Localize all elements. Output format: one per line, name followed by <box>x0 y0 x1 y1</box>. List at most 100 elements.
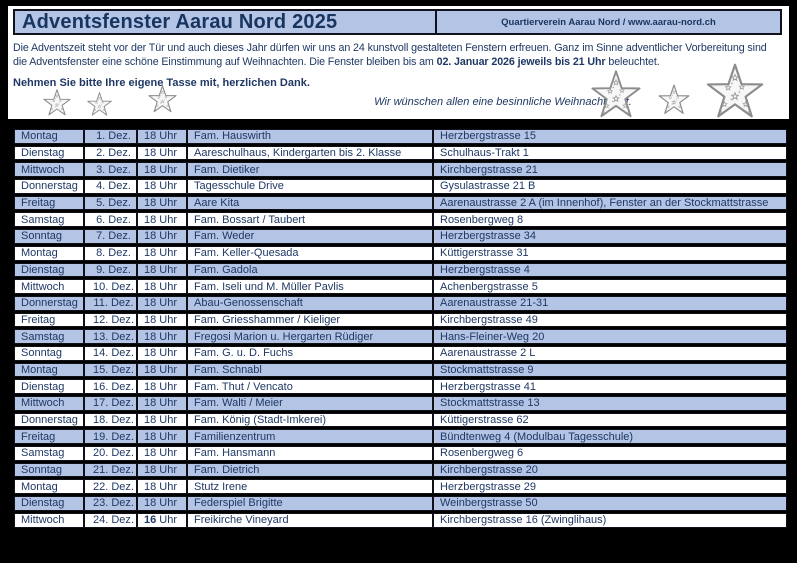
table-row: Donnerstag 4. Dez. 18 Uhr Tagesschule Drive… <box>14 179 787 194</box>
star-icon <box>86 91 113 118</box>
cell-host: Fregosi Marion u. Hergarten Rüdiger <box>187 329 433 344</box>
cell-address: Achenbergstrasse 5 <box>433 279 787 294</box>
cell-host: Fam. Gadola <box>187 262 433 278</box>
cell-host: Abau-Genossenschaft <box>187 295 433 311</box>
cell-address: Herzbergstrasse 41 <box>433 379 787 394</box>
cell-time: 18 Uhr <box>137 162 187 178</box>
table-row: Samstag 13. Dez. 18 Uhr Fregosi Marion u. H… <box>14 329 787 344</box>
table-row: Sonntag 7. Dez. 18 Uhr Fam. Weder Herzbergst… <box>14 229 787 244</box>
cell-address: Aarenaustrasse 2 A (im Innenhof), Fenste… <box>433 195 787 211</box>
cell-day: Samstag <box>14 329 84 344</box>
cell-time: 18 Uhr <box>137 362 187 378</box>
cell-host: Tagesschule Drive <box>187 179 433 194</box>
cell-host: Familienzentrum <box>187 429 433 445</box>
cell-date: 18. Dez. <box>84 412 137 428</box>
table-row: Donnerstag 18. Dez. 18 Uhr Fam. König (Stad… <box>14 412 787 428</box>
cell-day: Montag <box>14 129 84 144</box>
cell-host: Fam. Hansmann <box>187 446 433 461</box>
cell-time: 18 Uhr <box>137 279 187 294</box>
table-row: Freitag 12. Dez. 18 Uhr Fam. Griesshammer /… <box>14 312 787 328</box>
table-row: Samstag 20. Dez. 18 Uhr Fam. Hansmann Rosenb… <box>14 446 787 461</box>
cell-date: 16. Dez. <box>84 379 137 394</box>
cell-address: Herzbergstrasse 34 <box>433 229 787 244</box>
cell-address: Kirchbergstrasse 21 <box>433 162 787 178</box>
cell-date: 2. Dez. <box>84 145 137 161</box>
table-row: Montag 8. Dez. 18 Uhr Fam. Keller-Quesada Kü… <box>14 245 787 261</box>
intro-text-end: beleuchtet. <box>605 55 660 68</box>
cell-date: 5. Dez. <box>84 195 137 211</box>
cell-address: Stockmattstrasse 9 <box>433 362 787 378</box>
cell-day: Freitag <box>14 312 84 328</box>
cell-date: 4. Dez. <box>84 179 137 194</box>
cell-day: Donnerstag <box>14 412 84 428</box>
cell-time: 18 Uhr <box>137 195 187 211</box>
star-icon <box>147 84 178 115</box>
cell-address: Stockmattstrasse 13 <box>433 396 787 411</box>
star-icon <box>704 61 766 123</box>
cell-day: Montag <box>14 362 84 378</box>
intro-paragraph: Die Adventszeit steht vor der Tür und au… <box>13 42 783 69</box>
page-title: Adventsfenster Aarau Nord 2025 <box>22 10 338 33</box>
cell-address: Kirchbergstrasse 49 <box>433 312 787 328</box>
cell-date: 19. Dez. <box>84 429 137 445</box>
intro-bold-text: 02. Januar 2026 jeweils bis 21 Uhr <box>436 55 606 68</box>
cell-day: Samstag <box>14 212 84 228</box>
cell-date: 1. Dez. <box>84 129 137 144</box>
cell-date: 12. Dez. <box>84 312 137 328</box>
cell-day: Dienstag <box>14 262 84 278</box>
advent-calendar-table: Montag 1. Dez. 18 Uhr Fam. Hauswirth Herzber… <box>14 127 787 530</box>
cell-address: Kirchbergstrasse 16 (Zwinglihaus) <box>433 512 787 528</box>
cell-day: Sonntag <box>14 229 84 244</box>
cell-host: Freikirche Vineyard <box>187 512 433 528</box>
cell-day: Sonntag <box>14 345 84 361</box>
cell-day: Mittwoch <box>14 396 84 411</box>
cell-address: Herzbergstrasse 29 <box>433 479 787 495</box>
table-row: Montag 1. Dez. 18 Uhr Fam. Hauswirth Herzber… <box>14 129 787 144</box>
cell-date: 20. Dez. <box>84 446 137 461</box>
cell-time: 18 Uhr <box>137 312 187 328</box>
cell-host: Fam. Dietiker <box>187 162 433 178</box>
cell-date: 14. Dez. <box>84 345 137 361</box>
table-row: Montag 15. Dez. 18 Uhr Fam. Schnabl Stockmat… <box>14 362 787 378</box>
cell-time: 18 Uhr <box>137 379 187 394</box>
cell-time: 18 Uhr <box>137 295 187 311</box>
cell-time: 18 Uhr <box>137 229 187 244</box>
table-row: Dienstag 2. Dez. 18 Uhr Aareschulhaus, Kind… <box>14 145 787 161</box>
cell-time: 16 Uhr <box>137 512 187 528</box>
cell-day: Dienstag <box>14 496 84 511</box>
table-row: Mittwoch 10. Dez. 18 Uhr Fam. Iseli und M. … <box>14 279 787 294</box>
cell-address: Aarenaustrasse 21-31 <box>433 295 787 311</box>
cell-date: 9. Dez. <box>84 262 137 278</box>
cell-address: Herzbergstrasse 15 <box>433 129 787 144</box>
table-row: Montag 22. Dez. 18 Uhr Stutz Irene Herzbergs… <box>14 479 787 495</box>
cell-host: Fam. Thut / Vencato <box>187 379 433 394</box>
intro-text: Die Adventszeit steht vor der Tür und au… <box>13 42 767 68</box>
association-and-url-label: Quartierverein Aarau Nord / www.aarau-no… <box>501 16 716 28</box>
table-row: Freitag 5. Dez. 18 Uhr Aare Kita Aarenaustra… <box>14 195 787 211</box>
table-row: Samstag 6. Dez. 18 Uhr Fam. Bossart / Taube… <box>14 212 787 228</box>
cell-host: Fam. Walti / Meier <box>187 396 433 411</box>
cell-time: 18 Uhr <box>137 462 187 478</box>
cell-host: Aareschulhaus, Kindergarten bis 2. Klass… <box>187 145 433 161</box>
cell-date: 15. Dez. <box>84 362 137 378</box>
cell-time: 18 Uhr <box>137 496 187 511</box>
cell-day: Mittwoch <box>14 162 84 178</box>
cell-address: Rosenbergweg 6 <box>433 446 787 461</box>
cell-day: Donnerstag <box>14 179 84 194</box>
cup-note: Nehmen Sie bitte Ihre eigene Tasse mit, … <box>13 77 310 89</box>
cell-address: Bündtenweg 4 (Modulbau Tagesschule) <box>433 429 787 445</box>
cell-time: 18 Uhr <box>137 145 187 161</box>
cell-day: Dienstag <box>14 145 84 161</box>
table-row: Mittwoch 17. Dez. 18 Uhr Fam. Walti / Meier… <box>14 396 787 411</box>
cell-date: 22. Dez. <box>84 479 137 495</box>
cell-address: Schulhaus-Trakt 1 <box>433 145 787 161</box>
table-row: Mittwoch 3. Dez. 18 Uhr Fam. Dietiker Kirchb… <box>14 162 787 178</box>
cell-time: 18 Uhr <box>137 396 187 411</box>
cell-date: 24. Dez. <box>84 512 137 528</box>
cell-host: Fam. Weder <box>187 229 433 244</box>
cell-time: 18 Uhr <box>137 345 187 361</box>
cell-date: 8. Dez. <box>84 245 137 261</box>
cell-address: Küttigerstrasse 31 <box>433 245 787 261</box>
cell-host: Fam. König (Stadt-Imkerei) <box>187 412 433 428</box>
